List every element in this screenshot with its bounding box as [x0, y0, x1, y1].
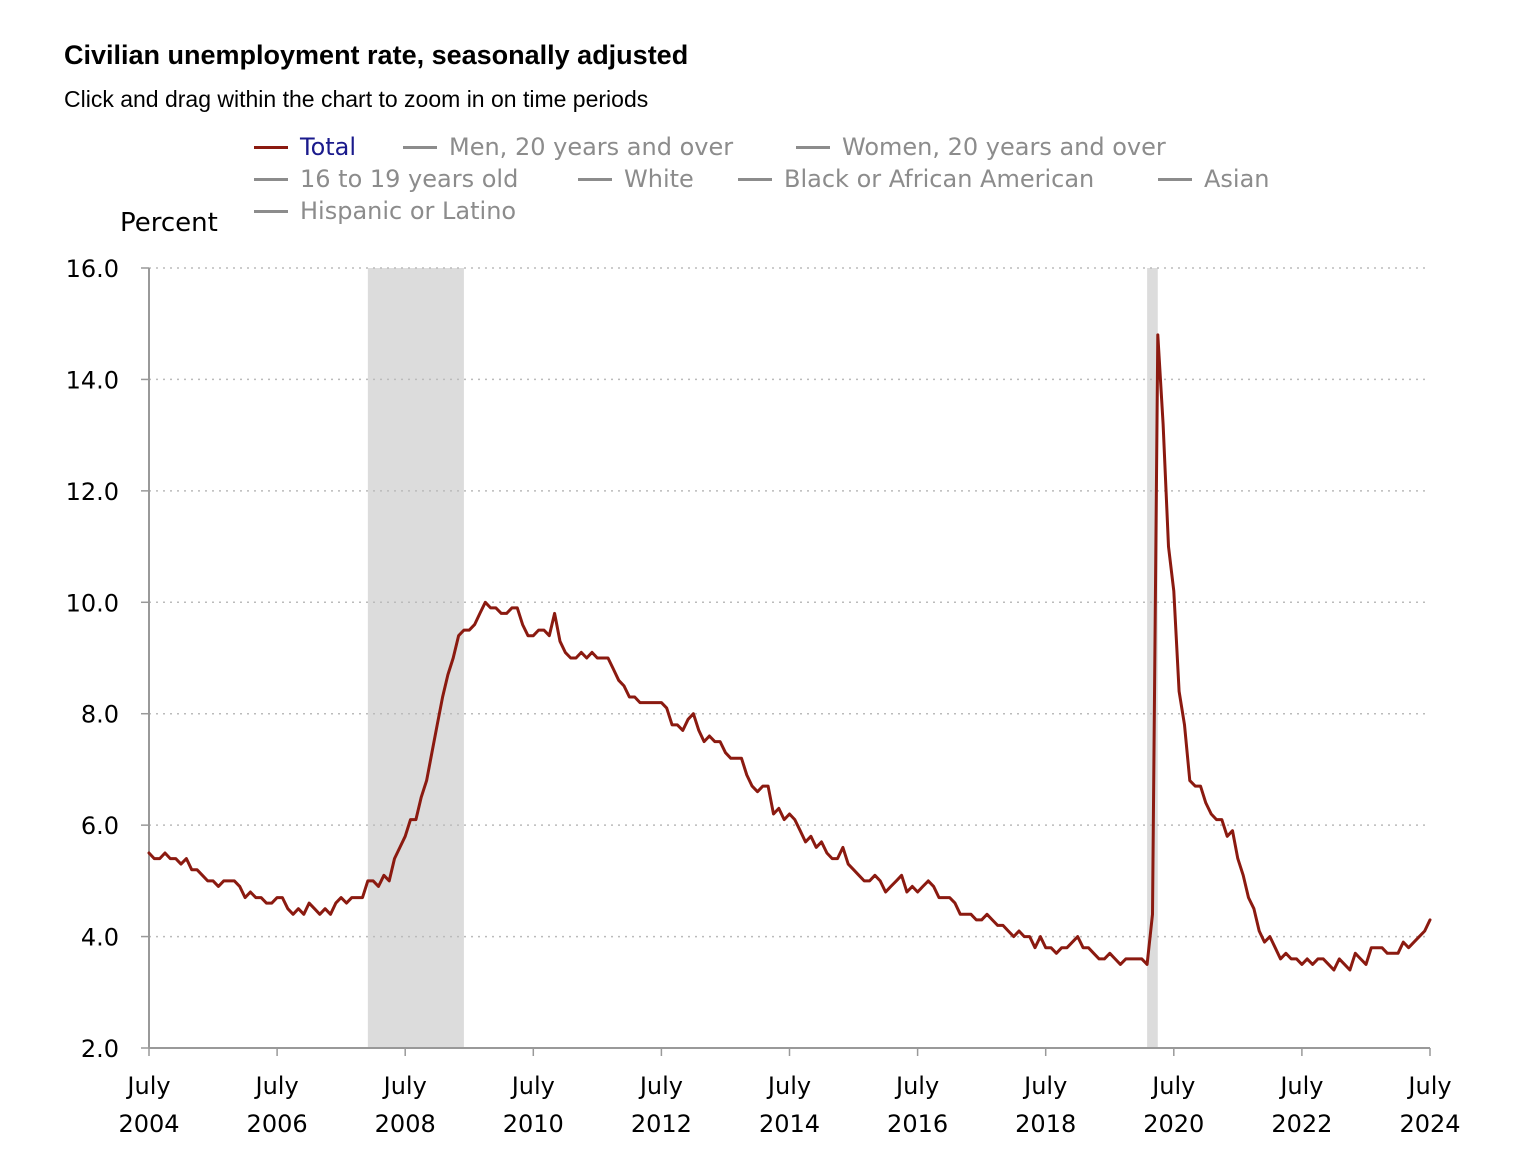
legend-item-black[interactable]: Black or African American	[738, 163, 1094, 195]
x-tick-label-month: July	[125, 1072, 170, 1100]
y-tick-label: 14.0	[66, 366, 119, 394]
y-axis-label: Percent	[120, 208, 218, 238]
legend-label: Total	[300, 133, 357, 161]
x-tick-label-month: July	[894, 1072, 939, 1100]
x-tick-label-year: 2012	[631, 1110, 692, 1138]
x-tick-label-month: July	[766, 1072, 811, 1100]
legend-item-white[interactable]: White	[578, 163, 694, 195]
y-tick-label: 6.0	[81, 812, 119, 840]
recession-band	[367, 268, 464, 1048]
x-tick-label-year: 2022	[1271, 1110, 1332, 1138]
legend-label: 16 to 19 years old	[300, 165, 519, 193]
series-line-total	[147, 333, 1432, 972]
legend-label: Hispanic or Latino	[300, 197, 517, 225]
legend-item-men[interactable]: Men, 20 years and over	[403, 131, 733, 163]
x-tick-label-year: 2020	[1143, 1110, 1204, 1138]
y-tick-label: 8.0	[81, 701, 119, 729]
x-tick-label-year: 2018	[1015, 1110, 1076, 1138]
y-tick-label: 10.0	[66, 589, 119, 617]
x-tick-label-month: July	[510, 1072, 555, 1100]
legend-label: White	[624, 165, 694, 193]
x-tick-label-year: 2004	[118, 1110, 179, 1138]
legend-item-teens[interactable]: 16 to 19 years old	[254, 163, 518, 195]
x-tick-label-year: 2016	[887, 1110, 948, 1138]
x-tick-label-month: July	[1022, 1072, 1067, 1100]
y-tick-label: 2.0	[81, 1035, 119, 1063]
legend-label: Asian	[1204, 165, 1270, 193]
x-tick-label-month: July	[254, 1072, 299, 1100]
legend-line-icon	[254, 177, 288, 181]
x-tick-label-month: July	[1150, 1072, 1195, 1100]
chart-subtitle: Click and drag within the chart to zoom …	[64, 86, 649, 112]
x-tick-label-year: 2014	[759, 1110, 820, 1138]
legend-line-icon	[796, 145, 830, 149]
chart-title: Civilian unemployment rate, seasonally a…	[64, 40, 689, 70]
x-tick-label-month: July	[638, 1072, 683, 1100]
legend-line-icon	[403, 145, 437, 149]
legend-label: Black or African American	[784, 165, 1095, 193]
y-tick-label: 12.0	[66, 478, 119, 506]
x-tick-label-month: July	[1278, 1072, 1323, 1100]
legend-item-asian[interactable]: Asian	[1158, 163, 1270, 195]
legend-item-total[interactable]: Total	[254, 131, 356, 163]
legend-line-icon	[578, 177, 612, 181]
legend-line-icon	[1158, 177, 1192, 181]
y-tick-label: 4.0	[81, 924, 119, 952]
legend-line-icon	[254, 145, 288, 149]
recession-band	[1147, 268, 1158, 1048]
legend-item-hispanic[interactable]: Hispanic or Latino	[254, 195, 516, 227]
legend-line-icon	[738, 177, 772, 181]
x-tick-label-year: 2006	[247, 1110, 308, 1138]
y-tick-label: 16.0	[66, 255, 119, 283]
legend-label: Women, 20 years and over	[842, 133, 1166, 161]
x-tick-label-year: 2008	[375, 1110, 436, 1138]
legend-line-icon	[254, 209, 288, 213]
x-tick-label-month: July	[382, 1072, 427, 1100]
x-tick-label-year: 2010	[503, 1110, 564, 1138]
x-tick-label-year: 2024	[1399, 1110, 1460, 1138]
x-tick-label-month: July	[1406, 1072, 1451, 1100]
legend-label: Men, 20 years and over	[449, 133, 734, 161]
legend-item-women[interactable]: Women, 20 years and over	[796, 131, 1166, 163]
